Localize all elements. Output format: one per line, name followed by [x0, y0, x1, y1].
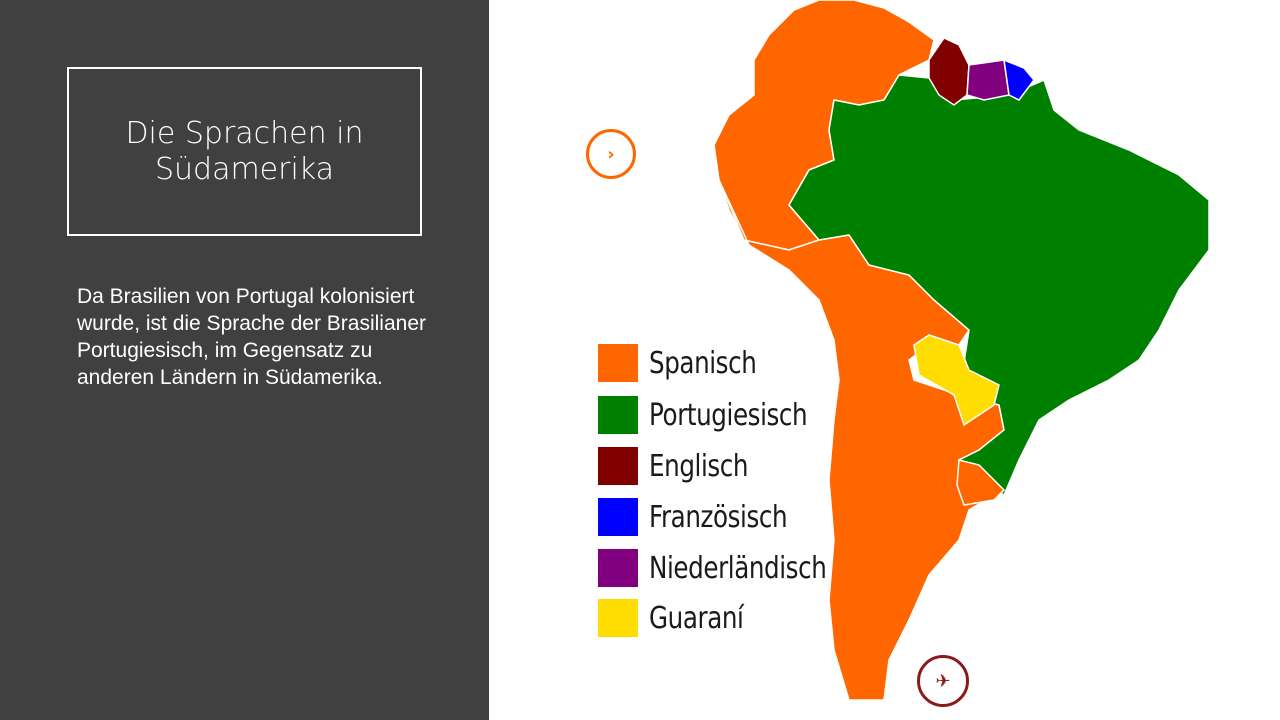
map-region-dutch: [966, 59, 1010, 101]
legend-label-spanish: Spanisch: [649, 345, 757, 381]
map-region-french: [1003, 58, 1035, 101]
legend-swatch-guarani: [598, 599, 638, 637]
slide-left-panel: Die Sprachen in Südamerika Da Brasilien …: [0, 0, 489, 720]
map-svg: [713, 0, 1210, 701]
legend-item-spanish: Spanisch: [598, 343, 780, 383]
legend-label-portuguese: Portugiesisch: [649, 397, 808, 433]
legend-item-english: Englisch: [598, 446, 770, 486]
legend-item-french: Französisch: [598, 497, 818, 537]
legend-swatch-portuguese: [598, 396, 638, 434]
legend-item-guarani: Guaraní: [598, 598, 764, 638]
legend-label-guarani: Guaraní: [649, 600, 744, 636]
slide-title: Die Sprachen in Südamerika: [125, 115, 364, 187]
legend-swatch-spanish: [598, 344, 638, 382]
legend-item-dutch: Niederländisch: [598, 548, 865, 588]
south-america-map: › ✈: [489, 0, 1280, 720]
bird-circle-decoration: ✈: [917, 655, 969, 707]
chevron-right-icon: ›: [607, 143, 615, 165]
bird-icon: ✈: [935, 670, 951, 692]
slide-body-text: Da Brasilien von Portugal kolonisiert wu…: [77, 285, 427, 389]
legend-label-english: Englisch: [649, 448, 749, 484]
map-region-guarani: [913, 334, 1000, 427]
legend-label-dutch: Niederländisch: [649, 550, 827, 586]
title-box: Die Sprachen in Südamerika: [67, 67, 422, 236]
legend-label-french: Französisch: [649, 499, 788, 535]
map-region-spanish-uruguay: [956, 459, 1006, 506]
legend-swatch-english: [598, 447, 638, 485]
legend-swatch-dutch: [598, 549, 638, 587]
legend-swatch-french: [598, 498, 638, 536]
chevron-circle-decoration: ›: [586, 129, 636, 179]
legend-item-portuguese: Portugiesisch: [598, 395, 842, 435]
